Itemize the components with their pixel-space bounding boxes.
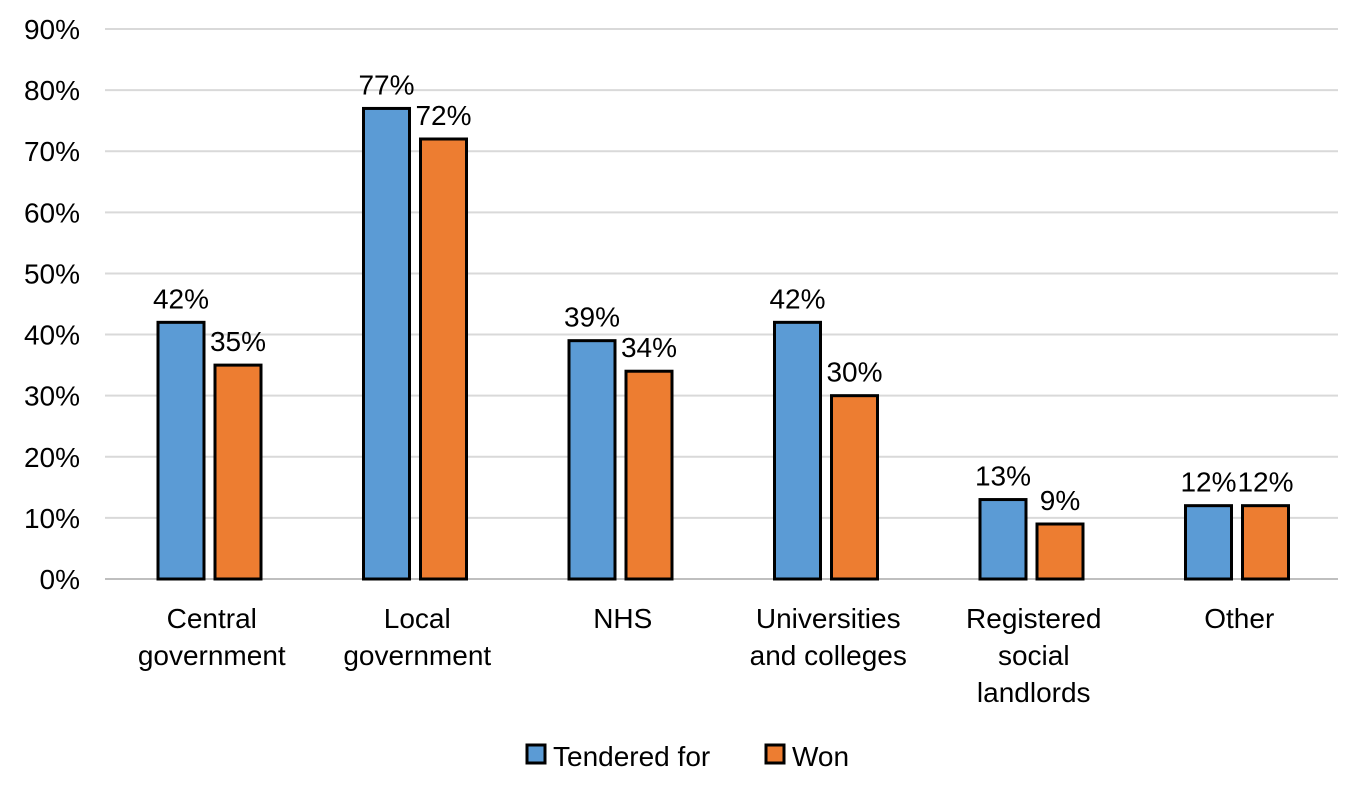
data-label: 39%: [564, 302, 620, 333]
y-tick-label: 0%: [40, 564, 80, 595]
y-tick-label: 10%: [24, 503, 80, 534]
x-tick-label: government: [343, 640, 491, 671]
x-tick-label: landlords: [977, 677, 1091, 708]
bar-tendered-for: [1184, 504, 1233, 581]
data-label: 12%: [1237, 467, 1293, 498]
bar-won: [624, 369, 674, 581]
bar-tendered-for: [362, 106, 411, 581]
data-label: 35%: [210, 326, 266, 357]
data-label: 12%: [1180, 467, 1236, 498]
x-tick-label: NHS: [593, 603, 652, 634]
bar-won: [1241, 504, 1290, 581]
data-label: 77%: [358, 69, 414, 100]
x-tick-label: Registered: [966, 603, 1101, 634]
data-label: 30%: [826, 357, 882, 388]
data-label: 42%: [769, 283, 825, 314]
data-label: 42%: [153, 283, 209, 314]
x-tick-label: Local: [384, 603, 451, 634]
bar-won: [1035, 522, 1085, 581]
bar-tendered-for: [156, 320, 206, 581]
legend-label: Won: [792, 741, 849, 772]
bar-tendered-for: [978, 498, 1028, 581]
legend-label: Tendered for: [553, 741, 710, 772]
data-label: 9%: [1040, 485, 1080, 516]
y-tick-label: 60%: [24, 197, 80, 228]
y-tick-label: 50%: [24, 258, 80, 289]
y-tick-label: 90%: [24, 14, 80, 45]
data-label: 72%: [415, 100, 471, 131]
data-label: 13%: [975, 461, 1031, 492]
legend-swatch: [764, 743, 786, 765]
data-label: 34%: [621, 332, 677, 363]
x-tick-label: government: [138, 640, 286, 671]
bar-won: [213, 363, 263, 581]
bar-tendered-for: [567, 339, 617, 581]
x-tick-label: and colleges: [750, 640, 907, 671]
bar-won: [419, 137, 468, 581]
x-tick-label: social: [998, 640, 1070, 671]
y-tick-label: 80%: [24, 75, 80, 106]
bar-won: [830, 394, 879, 581]
bar-tendered-for: [773, 320, 822, 581]
y-tick-label: 70%: [24, 136, 80, 167]
y-tick-label: 20%: [24, 442, 80, 473]
x-tick-label: Central: [167, 603, 257, 634]
legend-swatch: [525, 743, 547, 765]
y-tick-label: 40%: [24, 320, 80, 351]
x-tick-label: Universities: [756, 603, 901, 634]
x-tick-label: Other: [1204, 603, 1274, 634]
y-tick-label: 30%: [24, 381, 80, 412]
